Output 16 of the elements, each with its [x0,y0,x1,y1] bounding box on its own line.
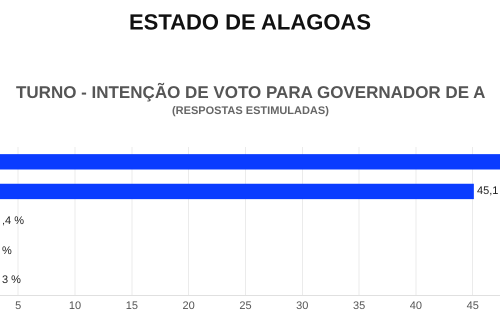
x-tick-label: 5 [15,300,22,312]
x-tick-label: 20 [182,300,195,312]
x-tick-label: 35 [352,300,366,312]
x-tick-label: 25 [239,300,252,312]
x-tick-label: 40 [410,300,422,312]
chart-subtitle: TURNO - INTENÇÃO DE VOTO PARA GOVERNADOR DE A [16,82,486,102]
text: (RESPOSTAS ESTIMULADAS) [172,105,330,117]
chart-title: ESTADO DE ALAGOAS [128,10,372,35]
text: 3 % [2,274,21,286]
text: % [2,245,12,257]
x-tick-label: 10 [68,300,82,312]
x-tick-label: 15 [126,300,138,312]
text: ,4 % [2,215,24,227]
x-tick-label: 30 [296,300,308,312]
x-tick-label: 45 [466,300,479,312]
data-label: 45,1 [477,185,498,197]
